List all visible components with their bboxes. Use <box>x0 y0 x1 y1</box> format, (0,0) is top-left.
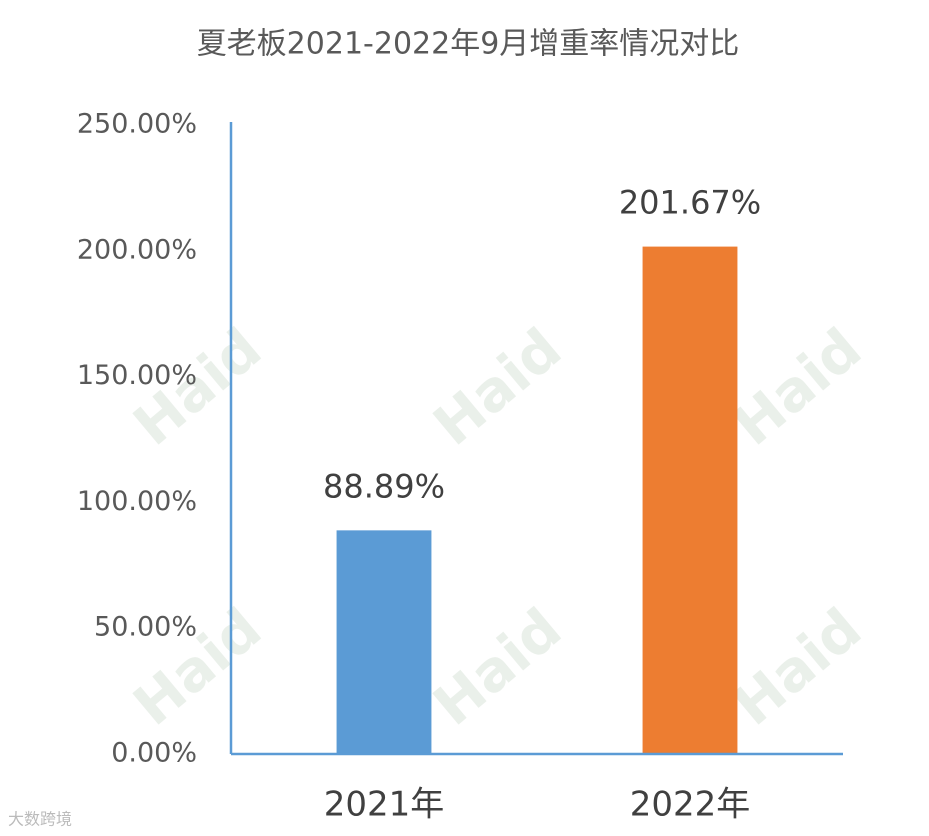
y-tick-label: 50.00% <box>94 612 197 643</box>
bar <box>336 530 432 754</box>
data-label: 88.89% <box>323 467 445 505</box>
data-label: 201.67% <box>619 184 761 222</box>
source: 大数跨境 <box>8 810 72 829</box>
bar <box>642 246 738 755</box>
y-tick-label: 0.00% <box>111 738 197 769</box>
chart-title: 夏老板2021-2022年9月增重率情况对比 <box>197 27 740 62</box>
x-tick-label: 2021年 <box>324 785 445 825</box>
y-tick-label: 200.00% <box>77 234 197 265</box>
x-tick-label: 2022年 <box>630 785 751 825</box>
y-tick-label: 150.00% <box>77 360 197 391</box>
y-tick-label: 100.00% <box>77 486 197 517</box>
y-tick-label: 250.00% <box>77 109 197 140</box>
